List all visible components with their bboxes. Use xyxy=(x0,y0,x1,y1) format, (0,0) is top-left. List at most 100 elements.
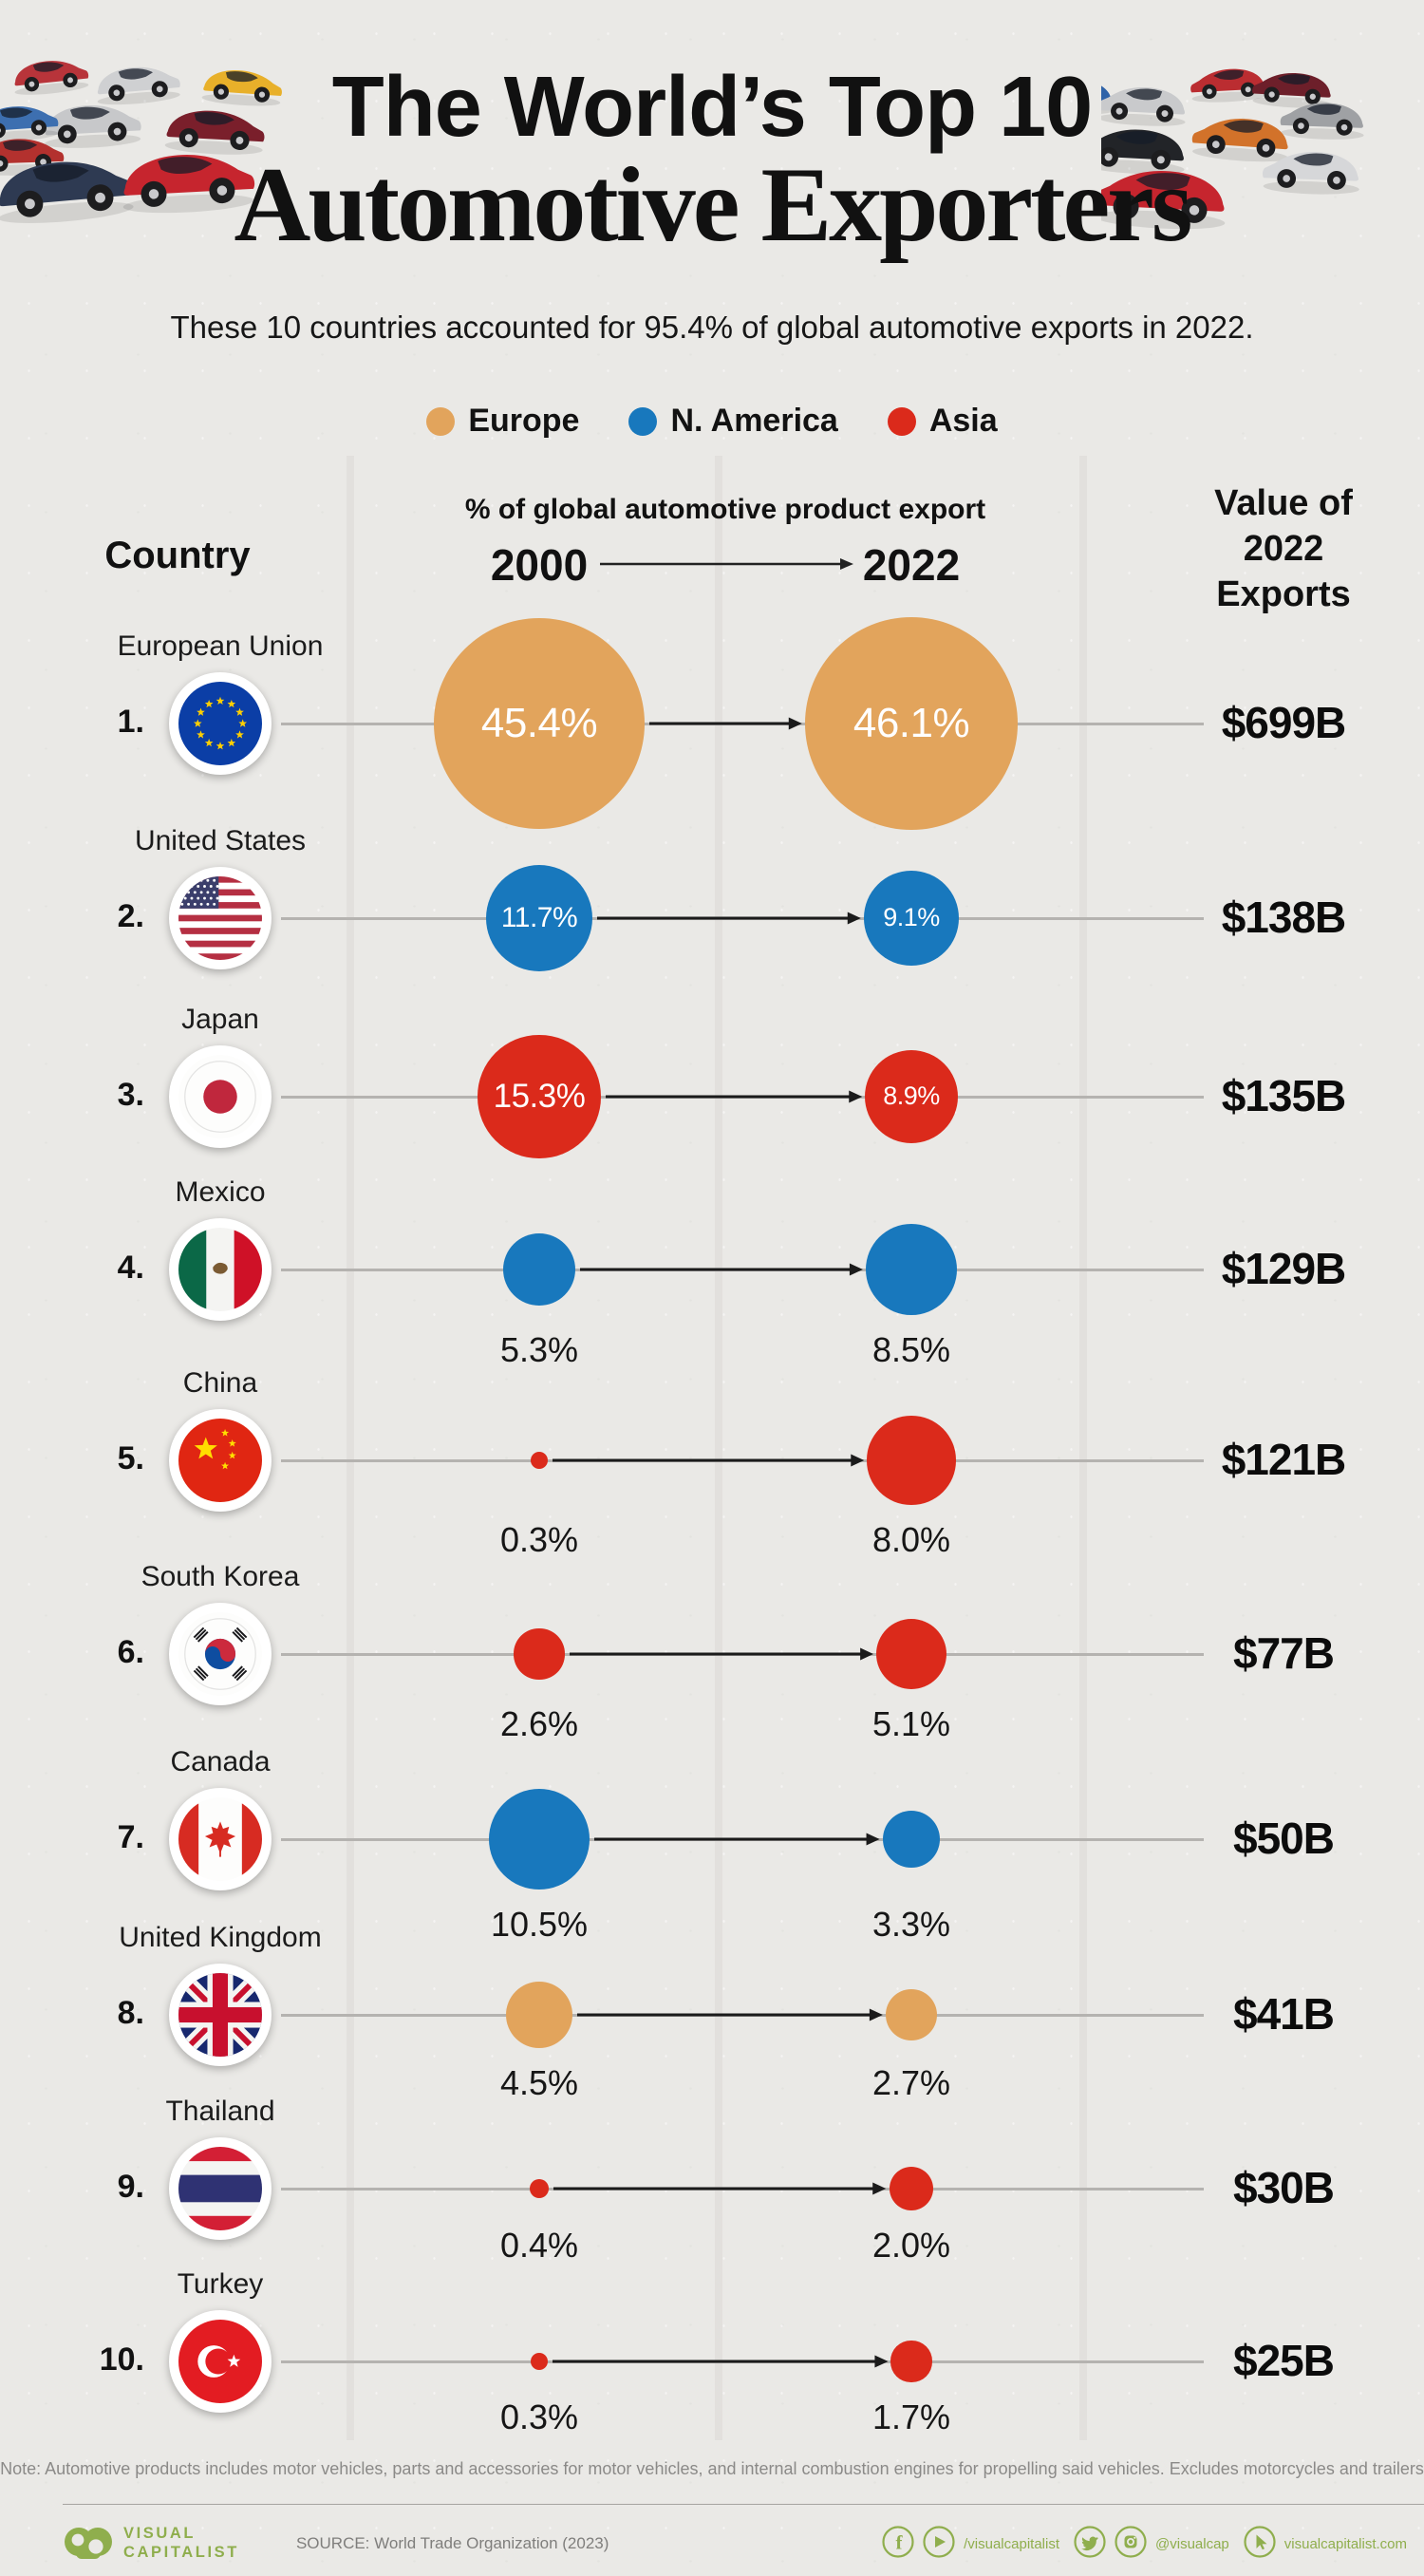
column-header-year-2022: 2022 xyxy=(862,540,961,590)
bubble-2000 xyxy=(514,1628,565,1680)
pct-2022-label: 2.7% xyxy=(871,2063,951,2102)
flag-coin xyxy=(169,1603,272,1705)
export-value-label: $30B xyxy=(1233,2163,1335,2212)
toy-car-icon xyxy=(1101,87,1186,126)
trend-arrow-icon xyxy=(569,1647,873,1661)
pct-2022-label: 2.0% xyxy=(871,2226,951,2266)
flag-us-icon xyxy=(178,876,262,960)
country-label: Mexico xyxy=(175,1176,266,1208)
flag-coin xyxy=(169,1045,272,1148)
subtitle: These 10 countries accounted for 95.4% o… xyxy=(170,310,1254,345)
export-value-label: $129B xyxy=(1221,1244,1347,1293)
legend: Europe N. America Asia xyxy=(0,403,1424,440)
trend-arrow-icon xyxy=(594,1833,880,1846)
toy-car-icon xyxy=(1190,68,1266,103)
bubble-2000 xyxy=(530,2352,549,2371)
flag-eu-icon xyxy=(178,682,262,765)
visual-capitalist-logo-text: VISUAL CAPITALIST xyxy=(123,2525,239,2563)
country-label: China xyxy=(182,1367,258,1399)
export-value-label: $699B xyxy=(1221,698,1347,747)
bubble-2000-label: 15.3% xyxy=(493,1077,586,1115)
country-label: United Kingdom xyxy=(119,1922,322,1953)
column-header-year-2000: 2000 xyxy=(490,540,589,590)
instagram-icon xyxy=(1115,2525,1147,2563)
country-label: South Korea xyxy=(141,1561,300,1592)
bubble-2022 xyxy=(889,2166,934,2211)
rank-label: 7. xyxy=(117,1819,144,1855)
country-label: Japan xyxy=(181,1004,259,1035)
export-value-label: $121B xyxy=(1221,1435,1347,1484)
cursor-icon xyxy=(1244,2525,1276,2563)
flag-ca-icon xyxy=(178,1797,262,1881)
trend-arrow-icon xyxy=(597,912,862,925)
country-label: Thailand xyxy=(165,2096,275,2127)
bubble-2022 xyxy=(883,1811,940,1868)
flag-coin xyxy=(169,1218,272,1321)
bubble-2022 xyxy=(890,2341,932,2382)
export-value-label: $41B xyxy=(1233,1989,1335,2039)
social-handle-tw-ig: @visualcap xyxy=(1155,2535,1229,2552)
youtube-icon xyxy=(923,2525,955,2563)
flag-mx-icon xyxy=(178,1228,262,1311)
bubble-2000: 15.3% xyxy=(478,1035,601,1158)
flag-jp-icon xyxy=(178,1055,262,1138)
bubble-2022-label: 46.1% xyxy=(853,699,970,746)
column-header-country: Country xyxy=(104,535,251,576)
pct-2022-label: 8.5% xyxy=(871,1330,951,1370)
legend-dot-icon xyxy=(887,406,916,436)
flag-coin xyxy=(169,867,272,969)
pct-2000-label: 0.4% xyxy=(499,2226,579,2266)
legend-label: Europe xyxy=(468,403,580,439)
trend-arrow-icon xyxy=(579,1263,863,1276)
footer-divider xyxy=(63,2504,1424,2505)
bubble-2000 xyxy=(488,1788,590,1890)
source-label: SOURCE: World Trade Organization (2023) xyxy=(295,2534,609,2552)
trend-arrow-icon xyxy=(577,2008,883,2021)
toy-car-icon xyxy=(1252,73,1332,108)
pct-2022-label: 5.1% xyxy=(871,1704,951,1744)
flag-cn-icon xyxy=(178,1419,262,1502)
toy-cars-photo-left xyxy=(0,61,282,223)
bubble-2022: 9.1% xyxy=(864,871,959,966)
flag-kr-icon xyxy=(178,1612,262,1696)
bubble-2022 xyxy=(867,1416,956,1505)
toy-cars-photo-right xyxy=(1101,68,1364,230)
bubble-2000: 45.4% xyxy=(433,617,646,830)
rank-label: 3. xyxy=(117,1077,144,1113)
toy-car-icon xyxy=(0,161,134,223)
social-website: visualcapitalist.com xyxy=(1283,2535,1407,2552)
rank-label: 8. xyxy=(117,1995,144,2031)
bubble-2000 xyxy=(503,1233,575,1306)
pct-2000-label: 4.5% xyxy=(499,2063,579,2102)
trend-arrow-icon xyxy=(553,2355,889,2368)
pct-2000-label: 10.5% xyxy=(490,1905,589,1945)
rank-label: 10. xyxy=(99,2341,144,2378)
header-year-arrow-icon xyxy=(600,558,853,570)
toy-car-icon xyxy=(1101,170,1226,230)
pct-2000-label: 0.3% xyxy=(499,1519,579,1559)
bubble-2000 xyxy=(505,1981,572,2048)
toy-car-icon xyxy=(1280,103,1364,140)
country-label: Turkey xyxy=(177,2268,264,2300)
trend-arrow-icon xyxy=(605,1090,862,1103)
trend-arrow-icon xyxy=(553,1454,865,1467)
visual-capitalist-logo: VISUAL CAPITALIST xyxy=(63,2523,239,2565)
visual-capitalist-logo-icon xyxy=(65,2528,112,2559)
flag-gb-icon xyxy=(178,1973,262,2057)
title-line2: Automotive Exporters xyxy=(234,146,1193,264)
rank-label: 1. xyxy=(117,704,144,740)
legend-label: N. America xyxy=(670,403,838,439)
export-value-label: $25B xyxy=(1233,2336,1335,2385)
export-value-label: $50B xyxy=(1233,1814,1335,1863)
toy-car-icon xyxy=(201,70,282,106)
legend-item-europe: Europe xyxy=(426,403,579,440)
flag-coin xyxy=(169,1788,272,1890)
legend-item-n-america: N. America xyxy=(628,403,838,440)
bubble-2000 xyxy=(529,2178,550,2199)
bubble-2022-label: 8.9% xyxy=(883,1081,940,1111)
social-links: f/visualcapitalist @visualcap visualcapita… xyxy=(882,2525,1407,2563)
column-header-pct: % of global automotive product export xyxy=(464,494,986,525)
twitter-icon xyxy=(1074,2525,1106,2563)
bubble-2022-label: 9.1% xyxy=(883,903,940,932)
